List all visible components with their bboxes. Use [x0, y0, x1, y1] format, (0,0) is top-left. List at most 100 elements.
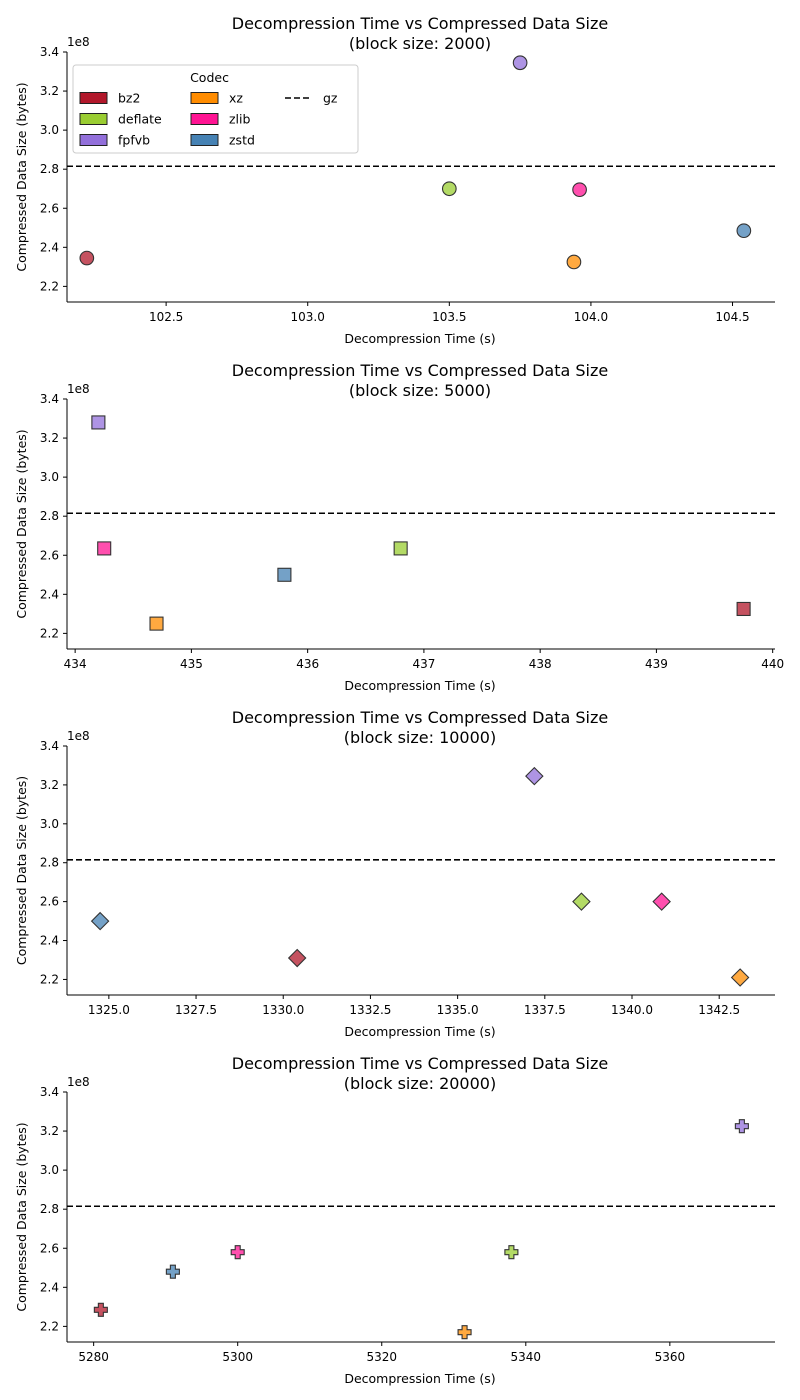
chart-panel-4: Decompression Time vs Compressed Data Si…: [14, 1054, 775, 1386]
x-tick-label: 103.5: [432, 310, 466, 324]
data-point-zstd: [165, 1264, 180, 1279]
data-point-deflate: [572, 892, 591, 911]
x-axis-label: Decompression Time (s): [344, 1371, 495, 1386]
y-axis-label: Compressed Data Size (bytes): [14, 429, 29, 618]
legend-label-deflate: deflate: [118, 112, 162, 127]
y-tick-label: 2.2: [40, 972, 59, 986]
legend-label-zstd: zstd: [229, 133, 255, 148]
y-tick-label: 3.0: [40, 123, 59, 137]
data-point-fpfvb: [512, 55, 528, 71]
legend-title: Codec: [190, 70, 229, 85]
x-tick-label: 1337.5: [524, 1003, 566, 1017]
y-tick-label: 2.6: [40, 895, 59, 909]
x-tick-label: 104.0: [574, 310, 608, 324]
y-tick-label: 3.4: [40, 392, 59, 406]
x-tick-label: 1335.0: [437, 1003, 479, 1017]
y-tick-label: 3.4: [40, 739, 59, 753]
y-tick-label: 3.2: [40, 431, 59, 445]
chart-subtitle: (block size: 20000): [344, 1074, 496, 1093]
y-tick-label: 3.2: [40, 1124, 59, 1138]
x-tick-label: 5360: [655, 1350, 686, 1364]
chart-panel-1: Decompression Time vs Compressed Data Si…: [14, 14, 775, 346]
data-point-xz: [730, 968, 750, 987]
y-tick-label: 2.8: [40, 162, 59, 176]
legend-label-gz: gz: [323, 91, 338, 106]
x-tick-label: 5340: [511, 1350, 542, 1364]
legend-label-fpfvb: fpfvb: [118, 133, 150, 148]
data-point-zstd: [736, 223, 752, 239]
x-tick-label: 1332.5: [349, 1003, 391, 1017]
x-tick-label: 103.0: [291, 310, 325, 324]
data-point-deflate: [393, 541, 408, 556]
data-point-deflate: [504, 1245, 519, 1260]
x-axis-label: Decompression Time (s): [344, 1024, 495, 1039]
legend-swatch-zstd: [190, 134, 219, 146]
x-tick-label: 436: [296, 657, 319, 671]
y-tick-label: 2.6: [40, 201, 59, 215]
x-tick-label: 5300: [222, 1350, 253, 1364]
data-point-zstd: [90, 911, 110, 931]
legend-swatch-xz: [190, 92, 219, 104]
data-point-zlib: [652, 892, 671, 911]
x-tick-label: 440: [761, 657, 784, 671]
y-axis-label: Compressed Data Size (bytes): [14, 1122, 29, 1311]
legend-swatch-zlib: [190, 113, 219, 125]
y-tick-label: 2.2: [40, 279, 59, 293]
x-axis-label: Decompression Time (s): [344, 331, 495, 346]
y-tick-label: 2.8: [40, 856, 59, 870]
x-tick-label: 437: [412, 657, 435, 671]
data-point-bz2: [736, 601, 751, 617]
y-offset-multiplier: 1e8: [67, 35, 90, 49]
chart-subtitle: (block size: 10000): [344, 728, 496, 747]
legend-swatch-bz2: [79, 92, 108, 104]
chart-panel-3: Decompression Time vs Compressed Data Si…: [14, 708, 775, 1039]
y-offset-multiplier: 1e8: [67, 729, 90, 743]
y-axis-label: Compressed Data Size (bytes): [14, 82, 29, 271]
y-tick-label: 3.0: [40, 1163, 59, 1177]
x-axis-label: Decompression Time (s): [344, 678, 495, 693]
x-tick-label: 439: [645, 657, 668, 671]
y-tick-label: 3.4: [40, 45, 59, 59]
y-tick-label: 2.4: [40, 934, 59, 948]
y-tick-label: 2.2: [40, 626, 59, 640]
y-tick-label: 2.8: [40, 509, 59, 523]
data-point-zstd: [277, 567, 292, 582]
legend-label-bz2: bz2: [118, 91, 140, 106]
legend: Codec bz2 deflate fpfvb xz zlib zstd gz: [72, 64, 359, 154]
data-point-deflate: [441, 181, 457, 197]
x-tick-label: 5280: [78, 1350, 109, 1364]
y-tick-label: 3.0: [40, 470, 59, 484]
y-tick-label: 2.4: [40, 1280, 59, 1294]
data-point-xz: [566, 254, 582, 270]
chart-subtitle: (block size: 2000): [349, 34, 491, 53]
y-tick-label: 2.2: [40, 1319, 59, 1333]
y-tick-label: 2.6: [40, 548, 59, 562]
data-point-zlib: [230, 1245, 245, 1260]
x-tick-label: 1325.0: [88, 1003, 130, 1017]
data-point-zlib: [572, 182, 587, 198]
x-tick-label: 1327.5: [175, 1003, 217, 1017]
legend-swatch-deflate: [79, 113, 108, 125]
chart-subtitle: (block size: 5000): [349, 381, 491, 400]
legend-label-zlib: zlib: [229, 112, 251, 127]
x-tick-label: 1340.0: [611, 1003, 653, 1017]
data-point-fpfvb: [734, 1119, 749, 1134]
data-point-bz2: [79, 250, 95, 266]
x-tick-label: 104.5: [715, 310, 749, 324]
data-point-xz: [457, 1325, 472, 1340]
x-tick-label: 102.5: [149, 310, 183, 324]
data-point-bz2: [287, 948, 307, 968]
y-tick-label: 3.2: [40, 84, 59, 98]
y-axis-label: Compressed Data Size (bytes): [14, 776, 29, 965]
y-tick-label: 2.4: [40, 240, 59, 254]
chart-panel-2: Decompression Time vs Compressed Data Si…: [14, 361, 784, 693]
y-tick-label: 3.0: [40, 817, 59, 831]
chart-title: Decompression Time vs Compressed Data Si…: [232, 708, 609, 727]
y-offset-multiplier: 1e8: [67, 382, 90, 396]
y-tick-label: 3.4: [40, 1085, 59, 1099]
chart-title: Decompression Time vs Compressed Data Si…: [232, 14, 609, 33]
chart-title: Decompression Time vs Compressed Data Si…: [232, 361, 609, 380]
data-point-xz: [149, 616, 164, 631]
x-tick-label: 438: [529, 657, 552, 671]
legend-box: [72, 64, 359, 154]
